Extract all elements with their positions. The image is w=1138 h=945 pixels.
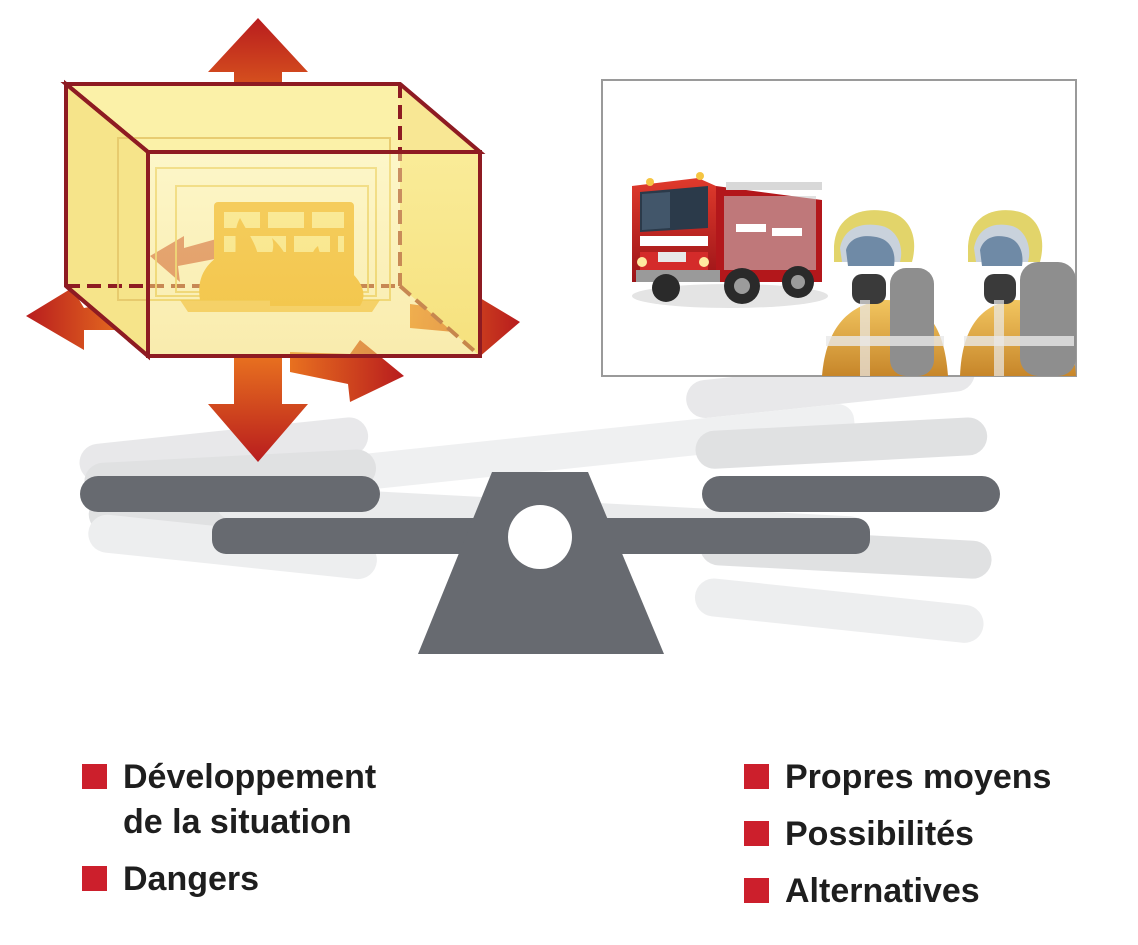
square-bullet-icon — [744, 878, 769, 903]
balance-scale — [79, 353, 1000, 654]
compartment-front-face — [146, 150, 482, 358]
legend-left: Développement de la situation Dangers — [82, 755, 502, 914]
arrow-up-icon — [208, 18, 308, 126]
square-bullet-icon — [82, 866, 107, 891]
arrow-down-icon — [208, 356, 308, 462]
square-bullet-icon — [744, 821, 769, 846]
burning-building-icon — [26, 18, 520, 462]
fire-engine-icon — [632, 172, 828, 308]
fire-engine-and-firefighters-icon — [601, 79, 1077, 377]
pivot-hole — [508, 505, 572, 569]
legend-right: Propres moyens Possibilités Alternatives — [744, 755, 1124, 926]
square-bullet-icon — [82, 764, 107, 789]
square-bullet-icon — [744, 764, 769, 789]
arrow-left-icon — [26, 288, 128, 350]
firefighter-icon — [960, 210, 1076, 376]
legend-label: Dangers — [123, 860, 260, 898]
legend-label: Alternatives — [785, 872, 980, 910]
legend-label: Possibilités — [785, 815, 974, 853]
legend-item-own-means: Propres moyens — [744, 755, 1124, 800]
legend-item-possibilities: Possibilités — [744, 812, 1124, 857]
legend-label: Développement de la situation — [123, 758, 377, 841]
legend-item-situation: Développement de la situation — [82, 755, 502, 845]
risk-balance-illustration — [26, 18, 1077, 654]
legend-item-dangers: Dangers — [82, 857, 502, 902]
legend-label: Propres moyens — [785, 758, 1052, 796]
firefighter-icon — [822, 210, 948, 376]
legend-item-alternatives: Alternatives — [744, 869, 1124, 914]
